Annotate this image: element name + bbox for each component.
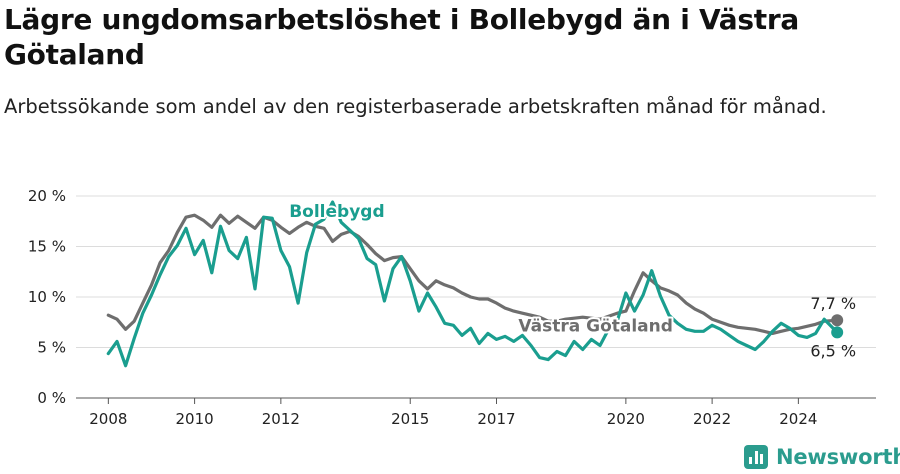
y-tick-label: 15 % (28, 238, 66, 256)
x-tick-label: 2017 (477, 410, 515, 428)
series-end-point-bollebygd (831, 326, 844, 339)
brand-name: Newsworthy (776, 445, 900, 469)
x-tick-label: 2024 (779, 410, 817, 428)
newsworthy-logo-icon (744, 445, 768, 469)
x-tick-label: 2020 (607, 410, 645, 428)
series-name-label-västra-götaland: Västra Götaland (518, 316, 673, 336)
series-name-label-bollebygd: Bollebygd (289, 202, 384, 222)
series-end-point-västra-götaland (831, 314, 844, 327)
x-tick-label: 2012 (262, 410, 300, 428)
end-value-label-bollebygd: 6,5 % (810, 341, 856, 360)
x-tick-label: 2008 (89, 410, 127, 428)
end-value-label-västra-götaland: 7,7 % (810, 294, 856, 313)
brand-logo[interactable]: Newsworthy (744, 442, 900, 472)
y-tick-label: 10 % (28, 288, 66, 306)
y-tick-label: 20 % (28, 187, 66, 205)
y-tick-label: 0 % (37, 389, 66, 407)
series-line-västra-götaland (106, 213, 839, 335)
chart-title: Lägre ungdomsarbetslöshet i Bollebygd än… (4, 3, 799, 71)
series-line-bollebygd (106, 200, 839, 368)
y-tick-label: 5 % (37, 339, 66, 357)
x-tick-label: 2010 (176, 410, 214, 428)
x-tick-label: 2015 (391, 410, 429, 428)
x-tick-label: 2022 (693, 410, 731, 428)
chart-subtitle: Arbetssökande som andel av den registerb… (4, 95, 827, 118)
